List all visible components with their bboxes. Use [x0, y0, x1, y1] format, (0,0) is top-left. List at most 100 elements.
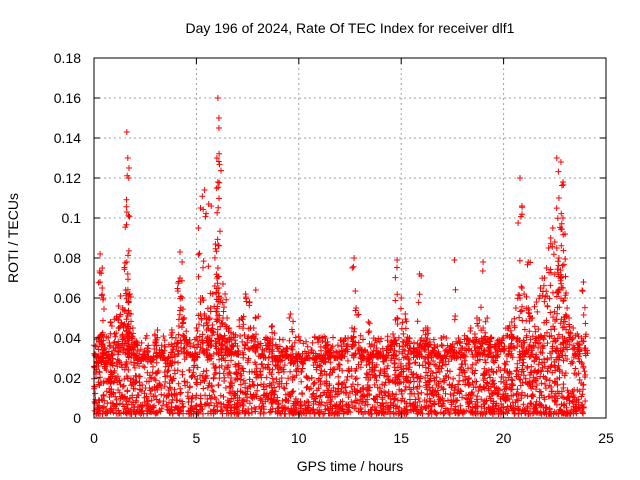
data-point — [414, 383, 421, 390]
data-point — [474, 357, 481, 364]
data-point — [228, 409, 235, 416]
data-point — [246, 299, 253, 305]
data-point — [448, 405, 454, 412]
data-point — [364, 396, 371, 403]
data-point — [427, 377, 433, 384]
data-point — [209, 332, 215, 339]
data-point — [251, 404, 258, 411]
data-point — [332, 388, 339, 395]
data-point — [216, 179, 223, 186]
data-point — [328, 353, 335, 360]
data-point — [529, 391, 536, 398]
data-point — [558, 210, 565, 217]
data-point — [366, 340, 373, 347]
data-point — [337, 399, 344, 405]
data-point — [168, 332, 175, 338]
data-point — [526, 318, 533, 325]
data-point — [542, 385, 549, 392]
data-point — [100, 393, 107, 399]
data-point — [236, 323, 243, 330]
data-point — [206, 352, 213, 359]
data-point — [403, 353, 410, 360]
data-point — [124, 405, 131, 411]
data-point — [457, 387, 464, 394]
data-point — [282, 348, 289, 354]
data-point — [283, 380, 290, 387]
data-point — [251, 394, 258, 401]
data-point — [453, 397, 460, 404]
data-point — [242, 408, 249, 414]
data-point — [535, 340, 542, 347]
data-point — [563, 326, 570, 333]
data-point — [344, 373, 351, 380]
data-point — [333, 401, 340, 408]
data-point — [92, 390, 99, 397]
data-point — [227, 370, 233, 377]
data-point — [353, 405, 359, 412]
data-point — [531, 303, 538, 310]
data-point — [410, 400, 417, 407]
data-point — [495, 343, 502, 350]
data-point — [211, 371, 218, 378]
data-point — [144, 369, 151, 376]
data-point — [215, 184, 222, 191]
data-point — [391, 360, 398, 366]
data-point — [452, 403, 459, 410]
data-point — [187, 343, 194, 350]
data-point — [334, 342, 341, 349]
data-point — [112, 393, 119, 400]
data-point — [154, 383, 161, 390]
data-point — [323, 342, 330, 349]
data-point — [297, 337, 304, 344]
data-point — [491, 380, 497, 387]
data-point — [541, 275, 548, 281]
data-point — [427, 341, 434, 348]
data-point — [123, 196, 130, 203]
data-point — [425, 330, 432, 337]
data-point — [191, 344, 198, 351]
data-point — [116, 410, 123, 417]
data-point — [186, 384, 193, 391]
data-point — [316, 407, 323, 414]
data-point — [553, 205, 560, 212]
data-point — [515, 220, 522, 226]
data-point — [390, 351, 397, 358]
data-point — [562, 273, 569, 280]
data-point — [161, 383, 168, 390]
data-point — [421, 347, 428, 354]
data-point — [443, 347, 450, 353]
data-point — [511, 315, 518, 322]
data-point — [251, 369, 258, 376]
data-point — [178, 324, 185, 331]
data-point — [449, 341, 456, 348]
data-point — [252, 287, 259, 293]
data-point — [519, 203, 525, 209]
data-point — [304, 343, 311, 350]
y-tick-label: 0.14 — [54, 130, 81, 146]
data-point — [414, 375, 421, 381]
data-point — [416, 362, 423, 369]
data-point — [203, 337, 210, 344]
data-point — [431, 345, 437, 351]
data-point — [287, 311, 294, 317]
data-point — [542, 404, 549, 411]
data-point — [287, 393, 294, 400]
data-point — [124, 323, 131, 329]
data-point — [124, 155, 131, 161]
data-point — [377, 404, 384, 411]
data-point — [456, 372, 463, 379]
x-tick-label: 25 — [598, 430, 614, 446]
data-point — [440, 400, 447, 407]
data-point — [404, 377, 411, 384]
data-point — [581, 368, 588, 375]
data-point — [338, 337, 345, 344]
data-point — [234, 388, 241, 395]
data-point — [422, 405, 429, 412]
data-point — [527, 313, 533, 320]
data-point — [99, 265, 106, 271]
data-point — [486, 338, 493, 345]
data-point — [395, 373, 402, 380]
data-point — [360, 392, 367, 399]
data-point — [384, 402, 391, 409]
data-point — [515, 411, 522, 417]
